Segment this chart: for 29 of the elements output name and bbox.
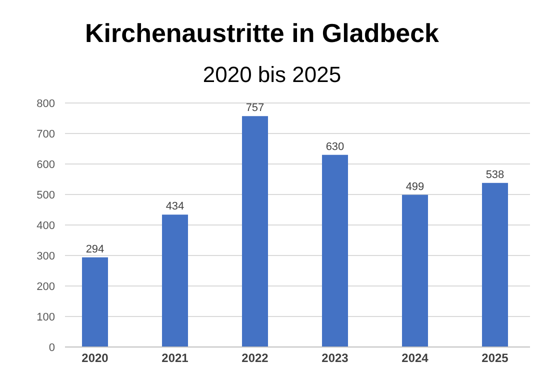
y-tick-label: 100 [36, 312, 55, 324]
y-tick-label: 400 [36, 220, 55, 232]
bar [82, 257, 108, 347]
data-label: 538 [486, 168, 504, 181]
x-tick-label: 2022 [242, 351, 269, 365]
y-tick-label: 600 [36, 159, 55, 171]
y-tick-label: 0 [48, 342, 55, 354]
x-tick-label: 2021 [162, 351, 189, 365]
data-label: 294 [86, 243, 104, 256]
bar [322, 154, 348, 347]
y-tick-label: 200 [36, 281, 55, 293]
data-label: 630 [326, 140, 344, 153]
x-tick-label: 2024 [402, 351, 429, 365]
y-tick-label: 300 [36, 250, 55, 262]
data-label: 757 [246, 102, 264, 114]
chart-title: Kirchenaustritte in Gladbeck [85, 18, 440, 48]
chart-subtitle: 2020 bis 2025 [202, 62, 342, 87]
x-tick-label: 2025 [482, 351, 509, 365]
y-tick-label: 800 [36, 98, 55, 110]
bar [242, 116, 268, 347]
x-tick-label: 2023 [322, 351, 349, 365]
data-label: 434 [166, 200, 184, 213]
data-label: 499 [406, 180, 424, 193]
bar [162, 214, 188, 347]
y-tick-label: 500 [36, 190, 55, 202]
x-tick-label: 2020 [82, 351, 109, 365]
bar [402, 194, 428, 347]
y-tick-label: 700 [36, 128, 55, 140]
bar [482, 182, 508, 347]
